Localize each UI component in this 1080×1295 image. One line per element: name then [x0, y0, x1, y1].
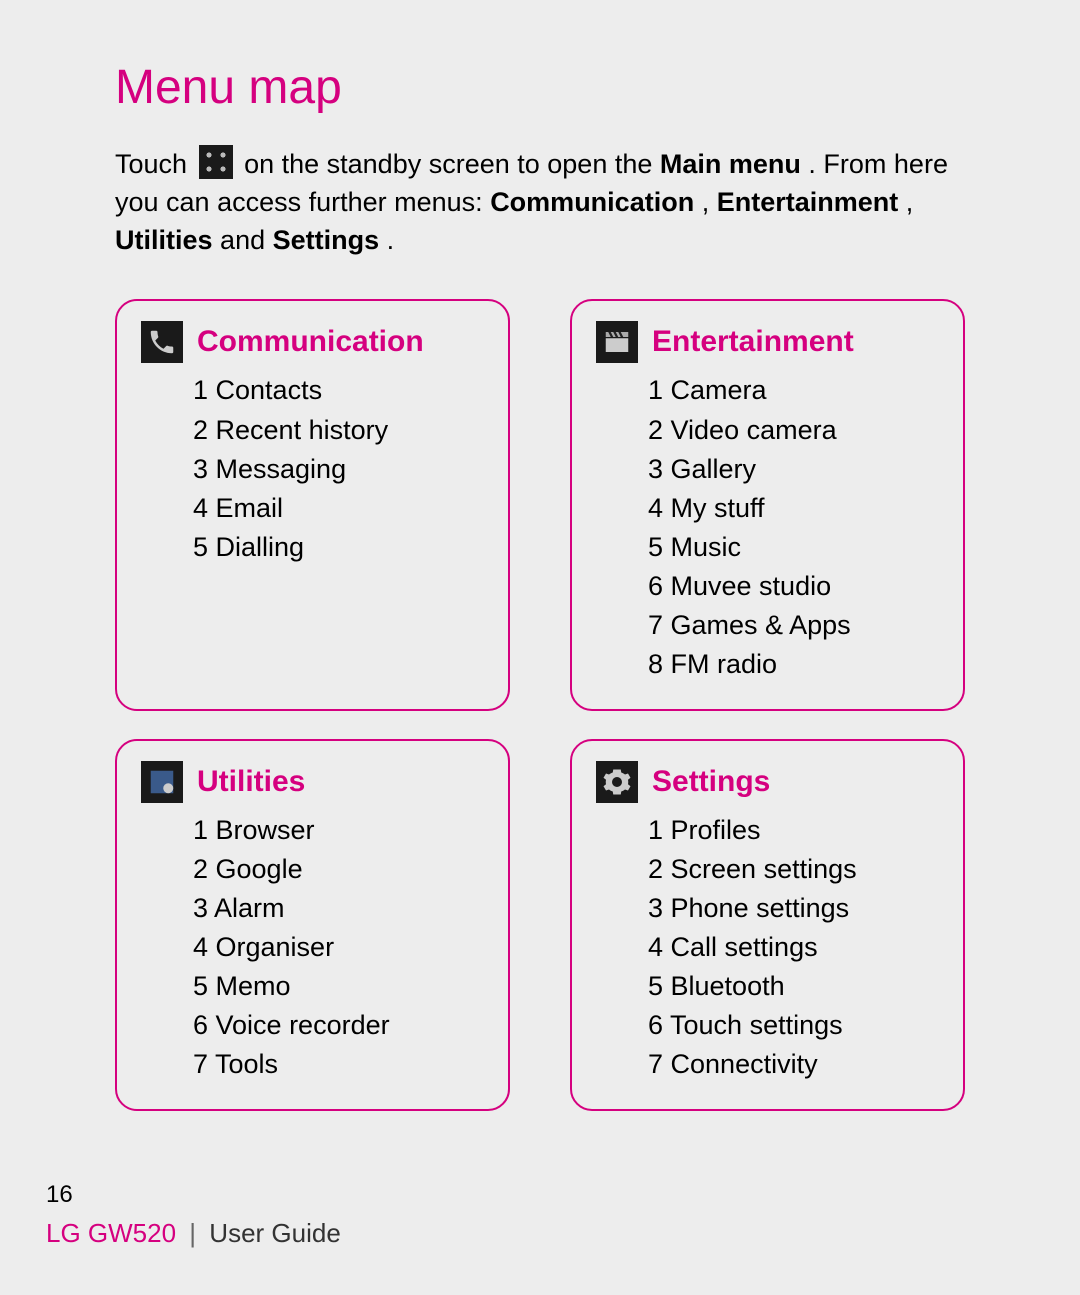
list-item: 3 Phone settings [648, 889, 939, 928]
list-item: 5 Bluetooth [648, 967, 939, 1006]
card-header: Entertainment [596, 321, 939, 363]
list-item: 4 Email [193, 489, 484, 528]
list-item: 6 Touch settings [648, 1006, 939, 1045]
footer-model: LG GW520 [46, 1218, 176, 1248]
list-item: 7 Tools [193, 1045, 484, 1084]
list-item: 2 Screen settings [648, 850, 939, 889]
list-item: 5 Music [648, 528, 939, 567]
page-title: Menu map [115, 60, 965, 115]
intro-m4: Settings [273, 225, 380, 255]
intro-end: . [387, 225, 395, 255]
main-menu-icon [199, 145, 233, 179]
card-header: Communication [141, 321, 484, 363]
list-item: 1 Camera [648, 371, 939, 410]
intro-m1: Communication [490, 187, 694, 217]
cards-grid: Communication 1 Contacts2 Recent history… [115, 299, 965, 1110]
card-entertainment: Entertainment 1 Camera2 Video camera3 Ga… [570, 299, 965, 710]
card-title: Settings [652, 765, 770, 799]
page: Menu map Touch on the standby screen to … [0, 0, 1080, 1295]
page-number: 16 [46, 1181, 73, 1209]
footer: LG GW520 | User Guide [46, 1218, 341, 1249]
card-title: Communication [197, 325, 424, 359]
list-item: 5 Memo [193, 967, 484, 1006]
card-list-utilities: 1 Browser2 Google3 Alarm4 Organiser5 Mem… [141, 811, 484, 1085]
card-list-settings: 1 Profiles2 Screen settings3 Phone setti… [596, 811, 939, 1085]
card-title: Entertainment [652, 325, 854, 359]
list-item: 3 Alarm [193, 889, 484, 928]
intro-m2: Entertainment [717, 187, 899, 217]
footer-separator: | [189, 1218, 196, 1248]
list-item: 3 Messaging [193, 450, 484, 489]
utilities-icon [141, 761, 183, 803]
list-item: 1 Profiles [648, 811, 939, 850]
intro-c1: , [702, 187, 717, 217]
card-list-entertainment: 1 Camera2 Video camera3 Gallery4 My stuf… [596, 371, 939, 684]
list-item: 4 Call settings [648, 928, 939, 967]
card-utilities: Utilities 1 Browser2 Google3 Alarm4 Orga… [115, 739, 510, 1111]
intro-m3: Utilities [115, 225, 213, 255]
intro-and: and [220, 225, 273, 255]
intro-paragraph: Touch on the standby screen to open the … [115, 145, 965, 259]
intro-c2: , [906, 187, 914, 217]
intro-post-icon: on the standby screen to open the [244, 149, 660, 179]
phone-icon [141, 321, 183, 363]
list-item: 4 My stuff [648, 489, 939, 528]
gear-icon [596, 761, 638, 803]
intro-pre: Touch [115, 149, 195, 179]
list-item: 1 Contacts [193, 371, 484, 410]
list-item: 7 Games & Apps [648, 606, 939, 645]
clapperboard-icon [596, 321, 638, 363]
card-settings: Settings 1 Profiles2 Screen settings3 Ph… [570, 739, 965, 1111]
list-item: 5 Dialling [193, 528, 484, 567]
list-item: 3 Gallery [648, 450, 939, 489]
card-header: Settings [596, 761, 939, 803]
card-header: Utilities [141, 761, 484, 803]
intro-main-menu: Main menu [660, 149, 801, 179]
footer-guide: User Guide [209, 1218, 341, 1248]
list-item: 8 FM radio [648, 645, 939, 684]
card-communication: Communication 1 Contacts2 Recent history… [115, 299, 510, 710]
card-title: Utilities [197, 765, 305, 799]
list-item: 6 Voice recorder [193, 1006, 484, 1045]
list-item: 2 Google [193, 850, 484, 889]
list-item: 4 Organiser [193, 928, 484, 967]
list-item: 7 Connectivity [648, 1045, 939, 1084]
list-item: 6 Muvee studio [648, 567, 939, 606]
card-list-communication: 1 Contacts2 Recent history3 Messaging4 E… [141, 371, 484, 567]
list-item: 2 Video camera [648, 411, 939, 450]
list-item: 1 Browser [193, 811, 484, 850]
list-item: 2 Recent history [193, 411, 484, 450]
